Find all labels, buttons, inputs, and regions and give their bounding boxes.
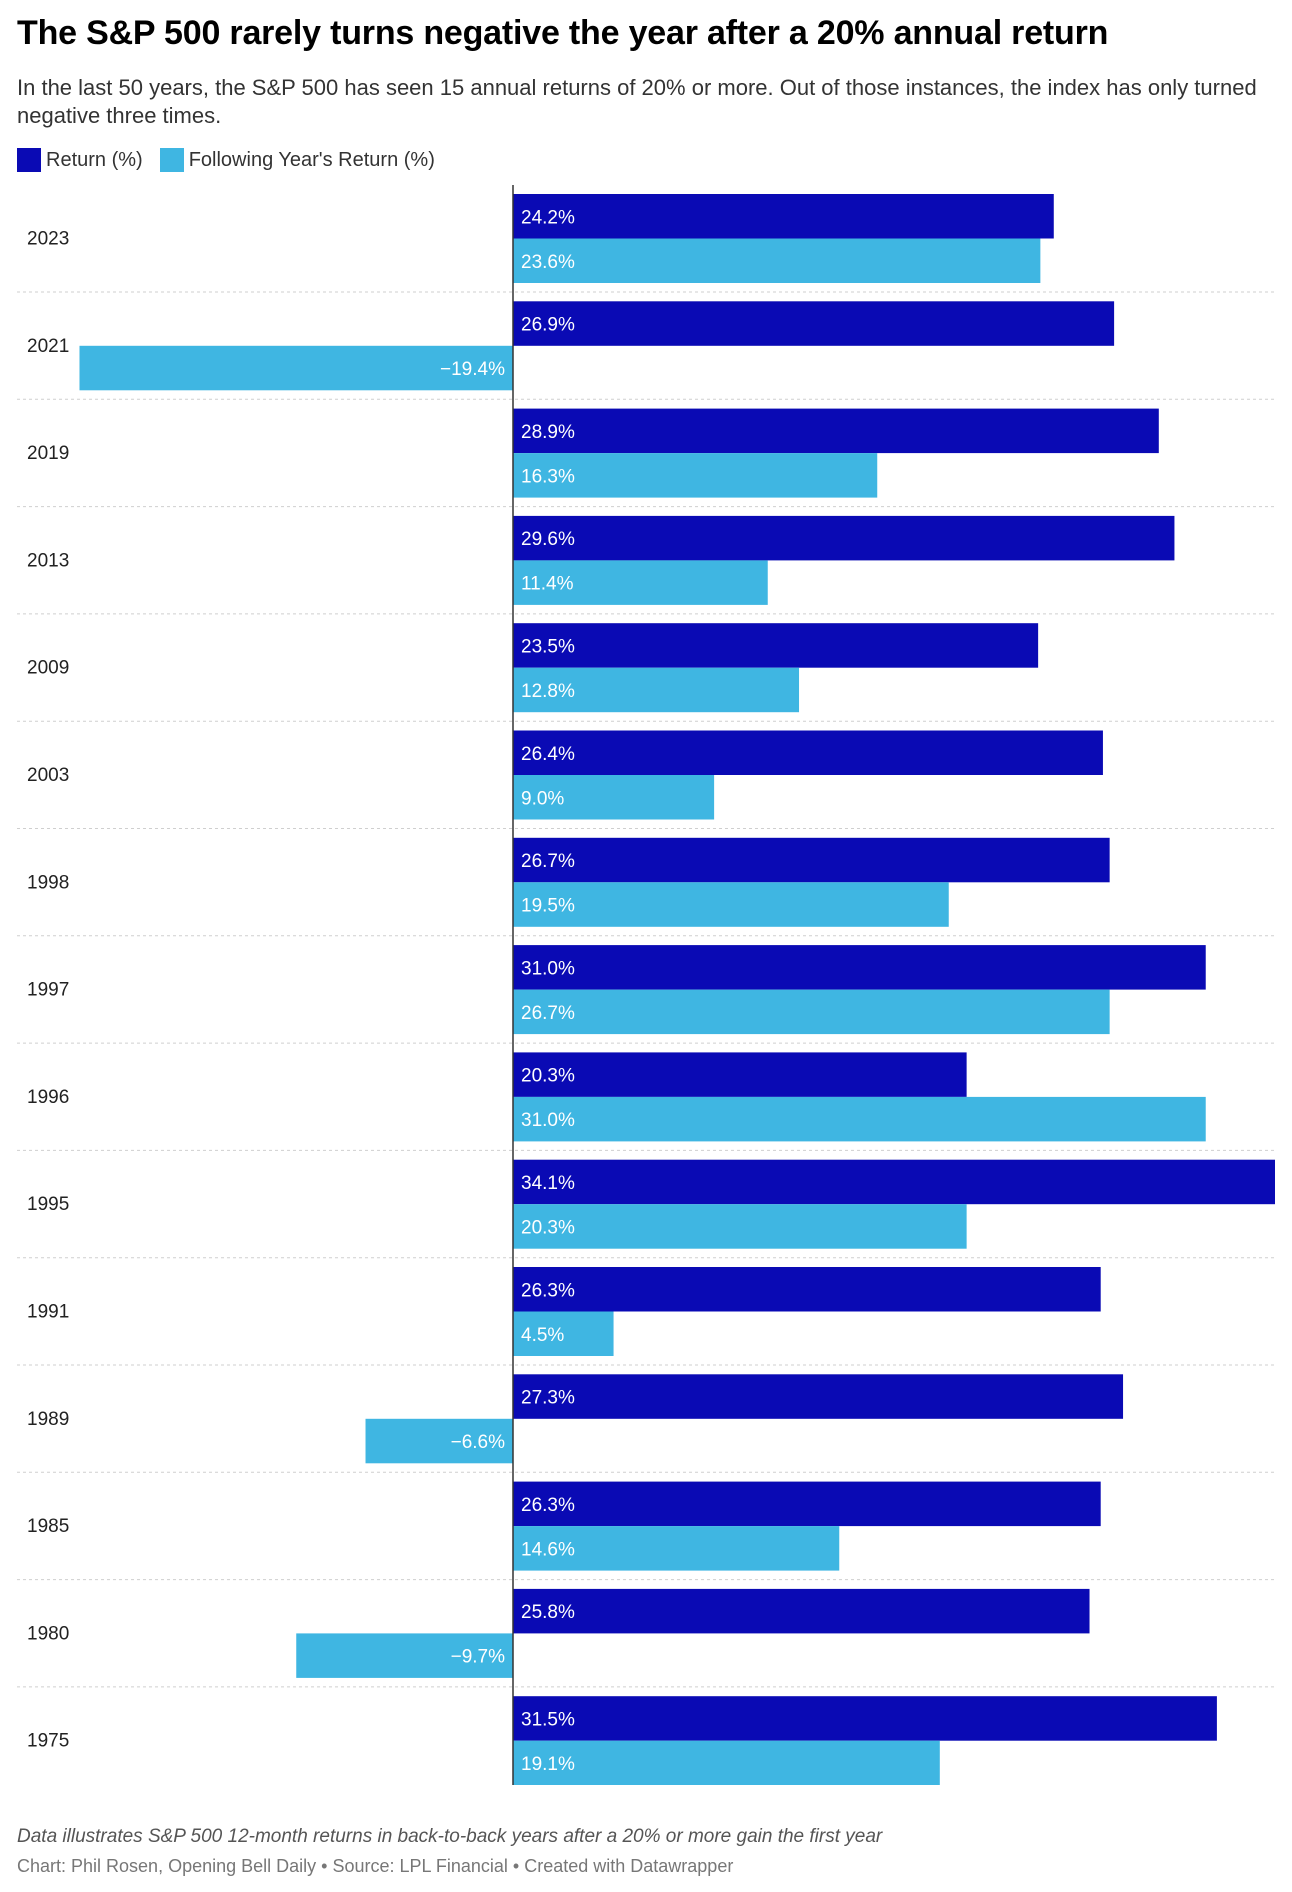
data-label-return: 26.3% (521, 1495, 575, 1516)
data-label-following: 4.5% (521, 1325, 564, 1346)
category-label: 1995 (27, 1194, 69, 1215)
chart-subtitle: In the last 50 years, the S&P 500 has se… (17, 75, 1257, 128)
data-label-following: 20.3% (521, 1217, 575, 1238)
bar-following (513, 1311, 614, 1356)
bar-following (79, 345, 513, 391)
bar-return (513, 945, 1206, 990)
data-label-return: 31.5% (521, 1709, 575, 1730)
legend-item-following: Following Year's Return (%) (159, 148, 435, 172)
data-label-return: 26.9% (521, 315, 575, 336)
category-label: 2023 (27, 229, 69, 250)
category-label: 1985 (27, 1516, 69, 1537)
bar-following (513, 775, 715, 820)
credit-separator-1: • (316, 1856, 333, 1876)
chart-title: The S&P 500 rarely turns negative the ye… (17, 14, 1109, 52)
bar-return (513, 515, 1175, 561)
credit-separator-2: • (507, 1856, 525, 1876)
bar-following (513, 1740, 940, 1785)
legend-label-return: Return (%) (46, 148, 143, 171)
bar-return (513, 1267, 1101, 1312)
bar-return (513, 1696, 1217, 1741)
category-label: 1989 (27, 1409, 69, 1430)
data-label-following: 12.8% (521, 681, 575, 702)
bar-return (513, 1588, 1090, 1634)
bar-return (513, 623, 1039, 668)
data-label-return: 31.0% (521, 958, 575, 979)
data-label-return: 25.8% (521, 1602, 575, 1623)
data-label-following: 26.7% (521, 1003, 575, 1024)
data-label-following: 9.0% (521, 788, 564, 809)
footer-credit: Chart: Phil Rosen, Opening Bell Daily • … (17, 1856, 733, 1877)
data-label-following: −9.7% (451, 1647, 506, 1668)
data-label-return: 34.1% (521, 1173, 575, 1194)
data-label-return: 20.3% (521, 1066, 575, 1087)
credit-tool: Created with Datawrapper (524, 1856, 734, 1876)
credit-chart: Chart: Phil Rosen, Opening Bell Daily (17, 1856, 317, 1876)
bar-following (513, 1096, 1206, 1142)
bar-following (513, 989, 1110, 1035)
category-label: 1975 (27, 1731, 69, 1752)
bar-following (513, 1526, 840, 1571)
category-label: 1997 (27, 980, 69, 1001)
legend: Return (%) Following Year's Return (%) (17, 148, 452, 172)
bar-chart: 2023 24.2% 23.6% 2021 26.9% −19.4% 2019 28.9% 16… (17, 185, 1275, 1785)
bar-following (513, 667, 800, 713)
data-label-following: 19.1% (521, 1754, 575, 1775)
bar-following (513, 453, 878, 498)
bar-following (365, 1418, 513, 1464)
data-label-following: 23.6% (521, 252, 575, 273)
data-label-return: 26.3% (521, 1280, 575, 1301)
bar-following (296, 1633, 513, 1678)
bar-return (513, 1481, 1101, 1527)
bar-return (513, 1159, 1275, 1205)
credit-source: Source: LPL Financial (332, 1856, 508, 1876)
legend-swatch-following (159, 148, 184, 172)
data-label-following: 31.0% (521, 1110, 575, 1131)
data-label-return: 28.9% (521, 422, 575, 443)
data-label-return: 26.7% (521, 851, 575, 872)
data-label-following: −19.4% (440, 359, 505, 380)
data-label-following: −6.6% (451, 1432, 506, 1453)
data-label-return: 27.3% (521, 1388, 575, 1409)
data-label-following: 11.4% (521, 574, 574, 595)
category-label: 1991 (27, 1302, 69, 1323)
bar-following (513, 238, 1041, 283)
category-label: 1998 (27, 872, 69, 893)
data-label-return: 29.6% (521, 529, 575, 550)
data-label-return: 26.4% (521, 744, 575, 765)
category-label: 2019 (27, 443, 69, 464)
bar-return (513, 408, 1159, 454)
data-label-following: 19.5% (521, 896, 575, 917)
legend-swatch-return (17, 148, 41, 172)
category-label: 1996 (27, 1087, 69, 1108)
bar-following (513, 1204, 967, 1249)
bar-following (513, 882, 949, 927)
bar-return (513, 194, 1054, 239)
category-label: 2009 (27, 658, 69, 679)
category-label: 2013 (27, 550, 69, 571)
category-label: 1980 (27, 1623, 69, 1644)
bar-return (513, 837, 1110, 883)
category-label: 2021 (27, 336, 69, 357)
data-label-following: 14.6% (521, 1539, 575, 1560)
data-label-return: 24.2% (521, 207, 575, 228)
footer-note: Data illustrates S&P 500 12-month return… (17, 1826, 883, 1847)
data-label-following: 16.3% (521, 466, 575, 487)
bar-return (513, 301, 1115, 346)
legend-label-following: Following Year's Return (%) (188, 148, 435, 171)
bar-return (513, 730, 1103, 775)
bar-following (513, 560, 768, 605)
bar-return (513, 1374, 1124, 1419)
data-label-return: 23.5% (521, 636, 575, 657)
bar-return (513, 1052, 967, 1097)
legend-item-return: Return (%) (17, 148, 143, 172)
category-label: 2003 (27, 765, 69, 786)
